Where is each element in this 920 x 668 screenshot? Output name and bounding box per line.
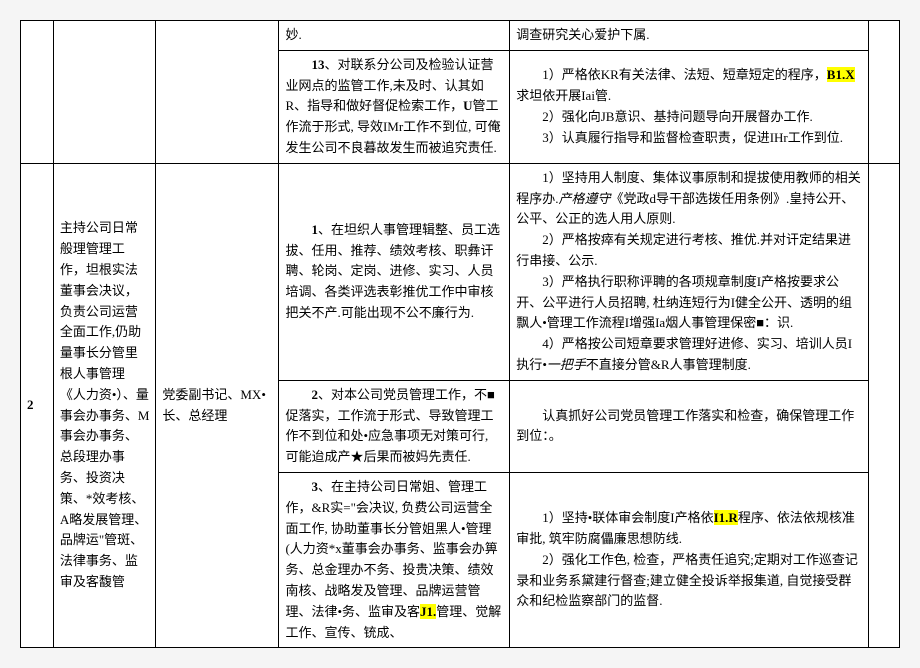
cell-title — [156, 21, 279, 164]
risk-u: U — [463, 98, 472, 113]
cell-risk: 13、对联系分公司及检验认证营业网点的监管工作,未及时、认其如R、指导和做好督促… — [279, 50, 510, 163]
risk-text: 、在坦织人事管理辑整、员工选拔、任用、推荐、绩效考核、职彝讦聘、轮岗、定岗、进修… — [285, 222, 500, 320]
cell-risk: 2、对本公司党员管理工作，不■促落实，工作流于形式、导致管理工作不到位和处•应急… — [279, 380, 510, 472]
m-text: 3）严格执行职称评聘的各项规章制度I产格按要求公开、公平进行人员招聘, 杜纳连短… — [516, 272, 862, 334]
item-num: 13 — [311, 57, 324, 72]
table-row: 妙. 调查研究关心爱护下属. — [21, 21, 900, 51]
m-text: 不直接分管&R人事管理制度. — [586, 357, 751, 372]
cell-num — [21, 21, 54, 164]
cell-measure: 调查研究关心爱护下属. — [510, 21, 869, 51]
m-text: 认真抓好公司党员管理工作落实和检查，确保管理工作到位：。 — [516, 406, 862, 448]
cell-measure: 1）坚持用人制度、集体议事原制和提拔使用教师的相关程序办.产格遵守《党政d导干部… — [510, 163, 869, 380]
m-text: 求坦依开展Iai管. — [516, 88, 611, 103]
m-text: 2）严格按瘁有关规定进行考核、推优.并对讦定结果进行串接、公示. — [516, 230, 862, 272]
table-row: 2 主持公司日常般理管理工作，坦根实法董事会决议，负责公司运营全面工作,仍助量事… — [21, 163, 900, 380]
cell-role — [53, 21, 156, 164]
risk-table: 妙. 调查研究关心爱护下属. 13、对联系分公司及检验认证营业网点的监管工作,未… — [20, 20, 900, 648]
risk-hl: J1. — [420, 604, 436, 619]
m-text: 1）坚持•联体审会制度I产格依 — [542, 510, 713, 525]
cell-num: 2 — [21, 163, 54, 648]
cell-risk: 妙. — [279, 21, 510, 51]
cell-risk: 3、在主持公司日常姐、管理工作，&R实="会决议, 负费公司运营全面工作, 协助… — [279, 472, 510, 647]
cell-last — [869, 163, 900, 648]
cell-role: 主持公司日常般理管理工作，坦根实法董事会决议，负责公司运营全面工作,仍助量事长分… — [53, 163, 156, 648]
m-hl: I1.R — [714, 510, 738, 525]
m-text: 3）认真履行指导和监督检查职责，促进IHr工作到位. — [516, 128, 862, 149]
cell-title: 党委副书记、MX•长、总经理 — [156, 163, 279, 648]
cell-risk: 1、在坦织人事管理辑整、员工选拔、任用、推荐、绩效考核、职彝讦聘、轮岗、定岗、进… — [279, 163, 510, 380]
m-hl: B1.X — [827, 67, 855, 82]
m-text: 2）强化工作色, 检查，严格责任追究;定期对工作巡查记录和业务系黛建行督查;建立… — [516, 550, 862, 612]
m-text: 1）严格依KR有关法律、法短、短章短定的程序， — [542, 67, 827, 82]
cell-measure: 认真抓好公司党员管理工作落实和检查，确保管理工作到位：。 — [510, 380, 869, 472]
m-text: 2）强化向JB意识、基持问题导向开展督办工作. — [516, 107, 862, 128]
cell-measure: 1）严格依KR有关法律、法短、短章短定的程序，B1.X 求坦依开展Iai管. 2）… — [510, 50, 869, 163]
risk-text: 、在主持公司日常姐、管理工作，&R实="会决议, 负费公司运营全面工作, 协助董… — [285, 479, 497, 619]
cell-last — [869, 21, 900, 164]
m-italic: •一把手 — [542, 357, 586, 372]
cell-measure: 1）坚持•联体审会制度I产格依I1.R程序、依法依规核准审批, 筑牢防腐儡廉思想… — [510, 472, 869, 647]
m-italic: 产格遵守 — [558, 191, 610, 206]
